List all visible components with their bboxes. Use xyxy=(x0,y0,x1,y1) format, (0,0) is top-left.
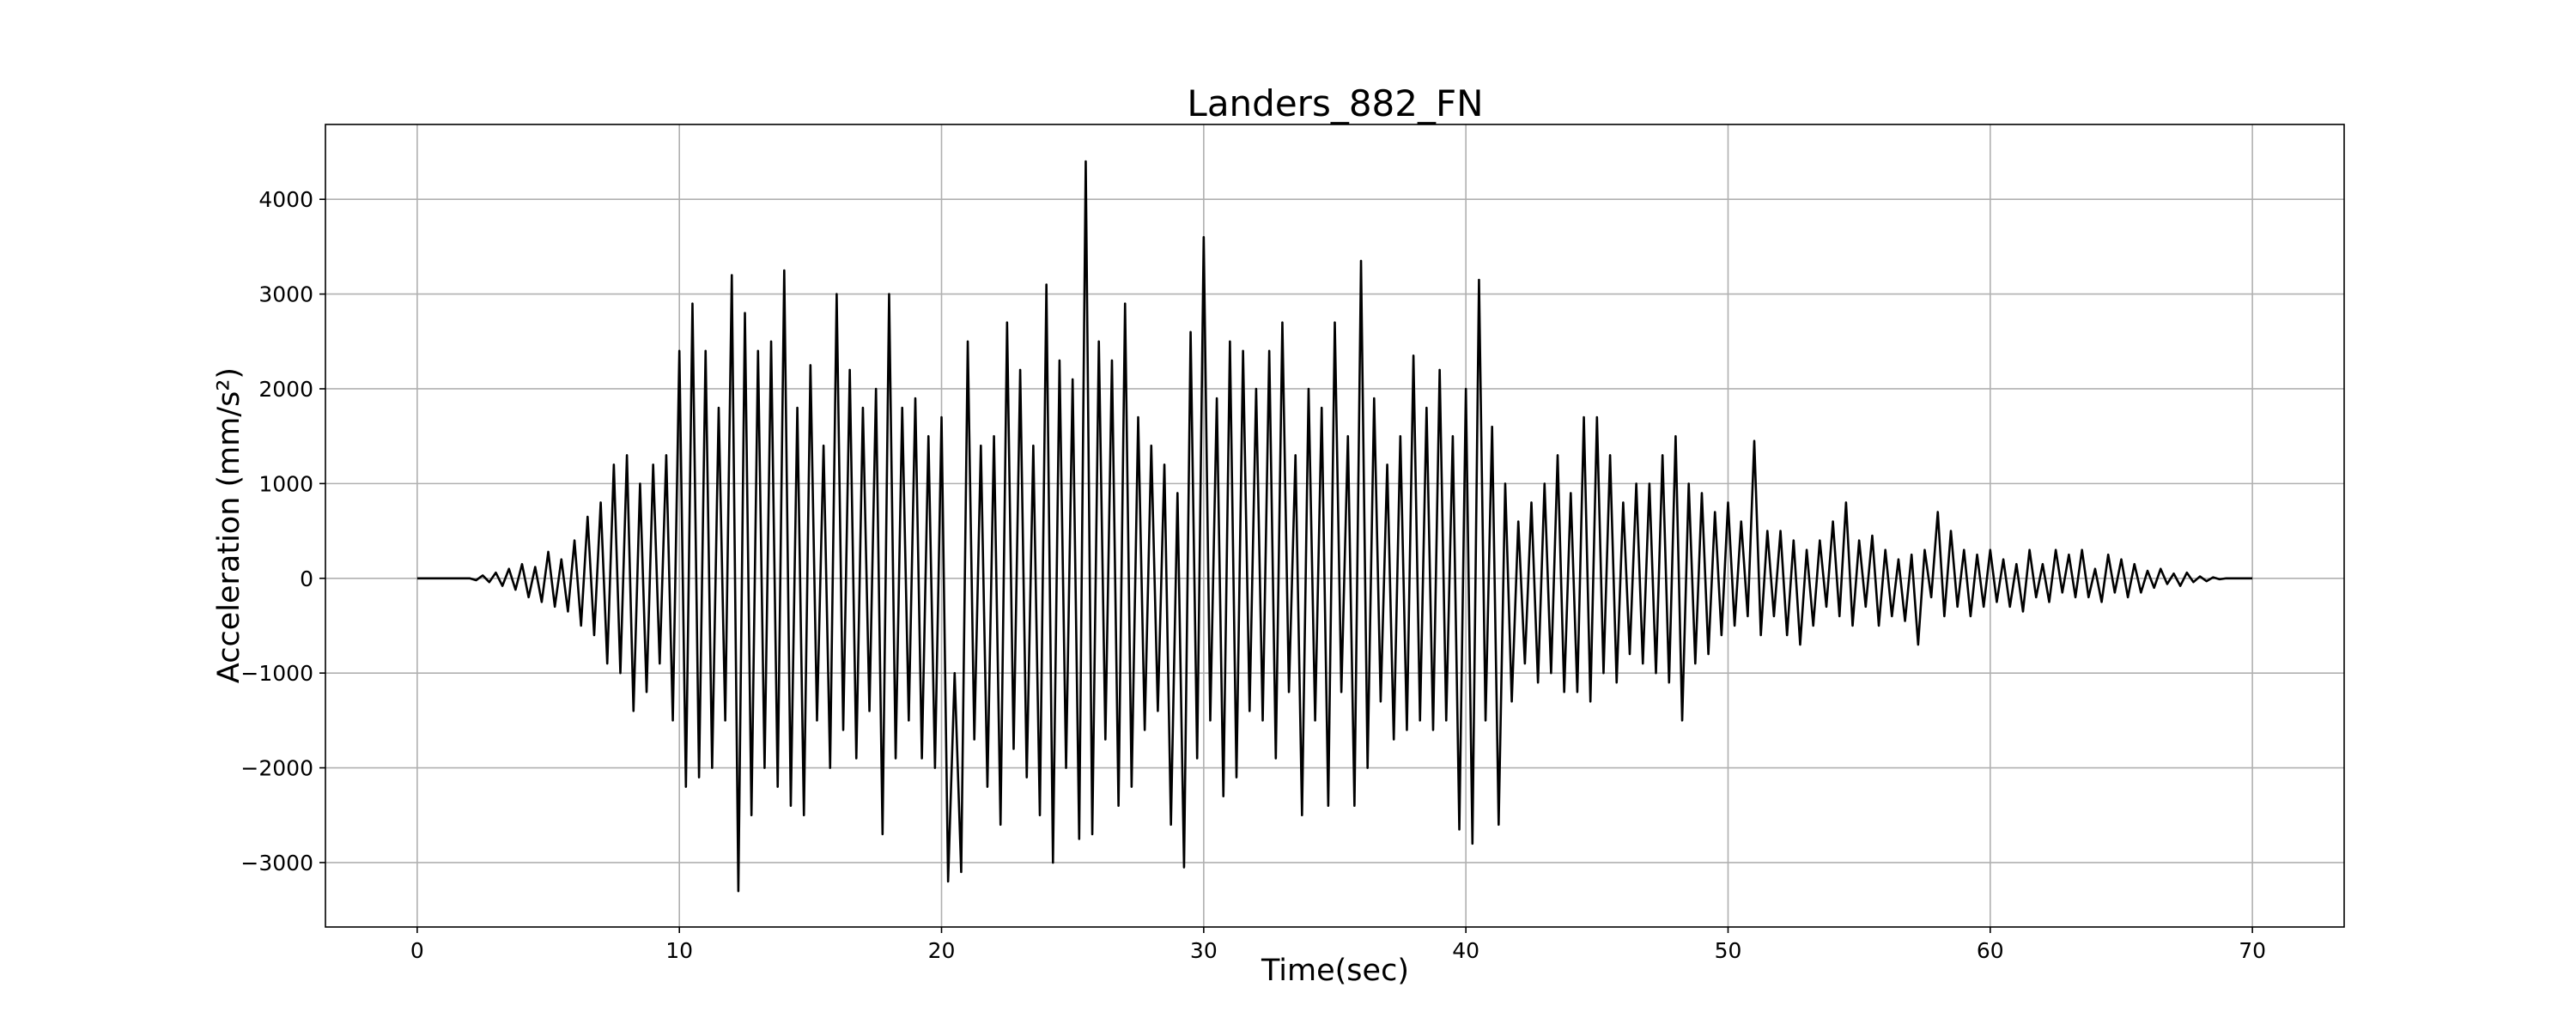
y-tick-label: −2000 xyxy=(240,756,313,781)
x-tick-label: 40 xyxy=(1452,938,1479,963)
y-tick-label: 0 xyxy=(300,566,313,591)
y-axis-label: Acceleration (mm/s²) xyxy=(212,367,246,683)
x-tick-label: 10 xyxy=(665,938,693,963)
y-tick-label: 3000 xyxy=(258,282,313,307)
x-tick-label: 30 xyxy=(1190,938,1218,963)
y-tick-label: −3000 xyxy=(240,851,313,876)
y-tick-label: −1000 xyxy=(240,661,313,686)
y-tick-label: 4000 xyxy=(258,187,313,212)
x-axis-label: Time(sec) xyxy=(1261,954,1409,988)
data-line xyxy=(416,160,2253,893)
x-tick-label: 0 xyxy=(410,938,424,963)
x-tick-label: 60 xyxy=(1977,938,2004,963)
x-tick-label: 70 xyxy=(2239,938,2266,963)
x-tick-label: 20 xyxy=(928,938,956,963)
x-tick-label: 50 xyxy=(1715,938,1742,963)
plot-frame xyxy=(325,124,2345,928)
y-tick-label: 1000 xyxy=(258,471,313,496)
chart-title: Landers_882_FN xyxy=(1187,82,1483,124)
y-tick-label: 2000 xyxy=(258,377,313,402)
